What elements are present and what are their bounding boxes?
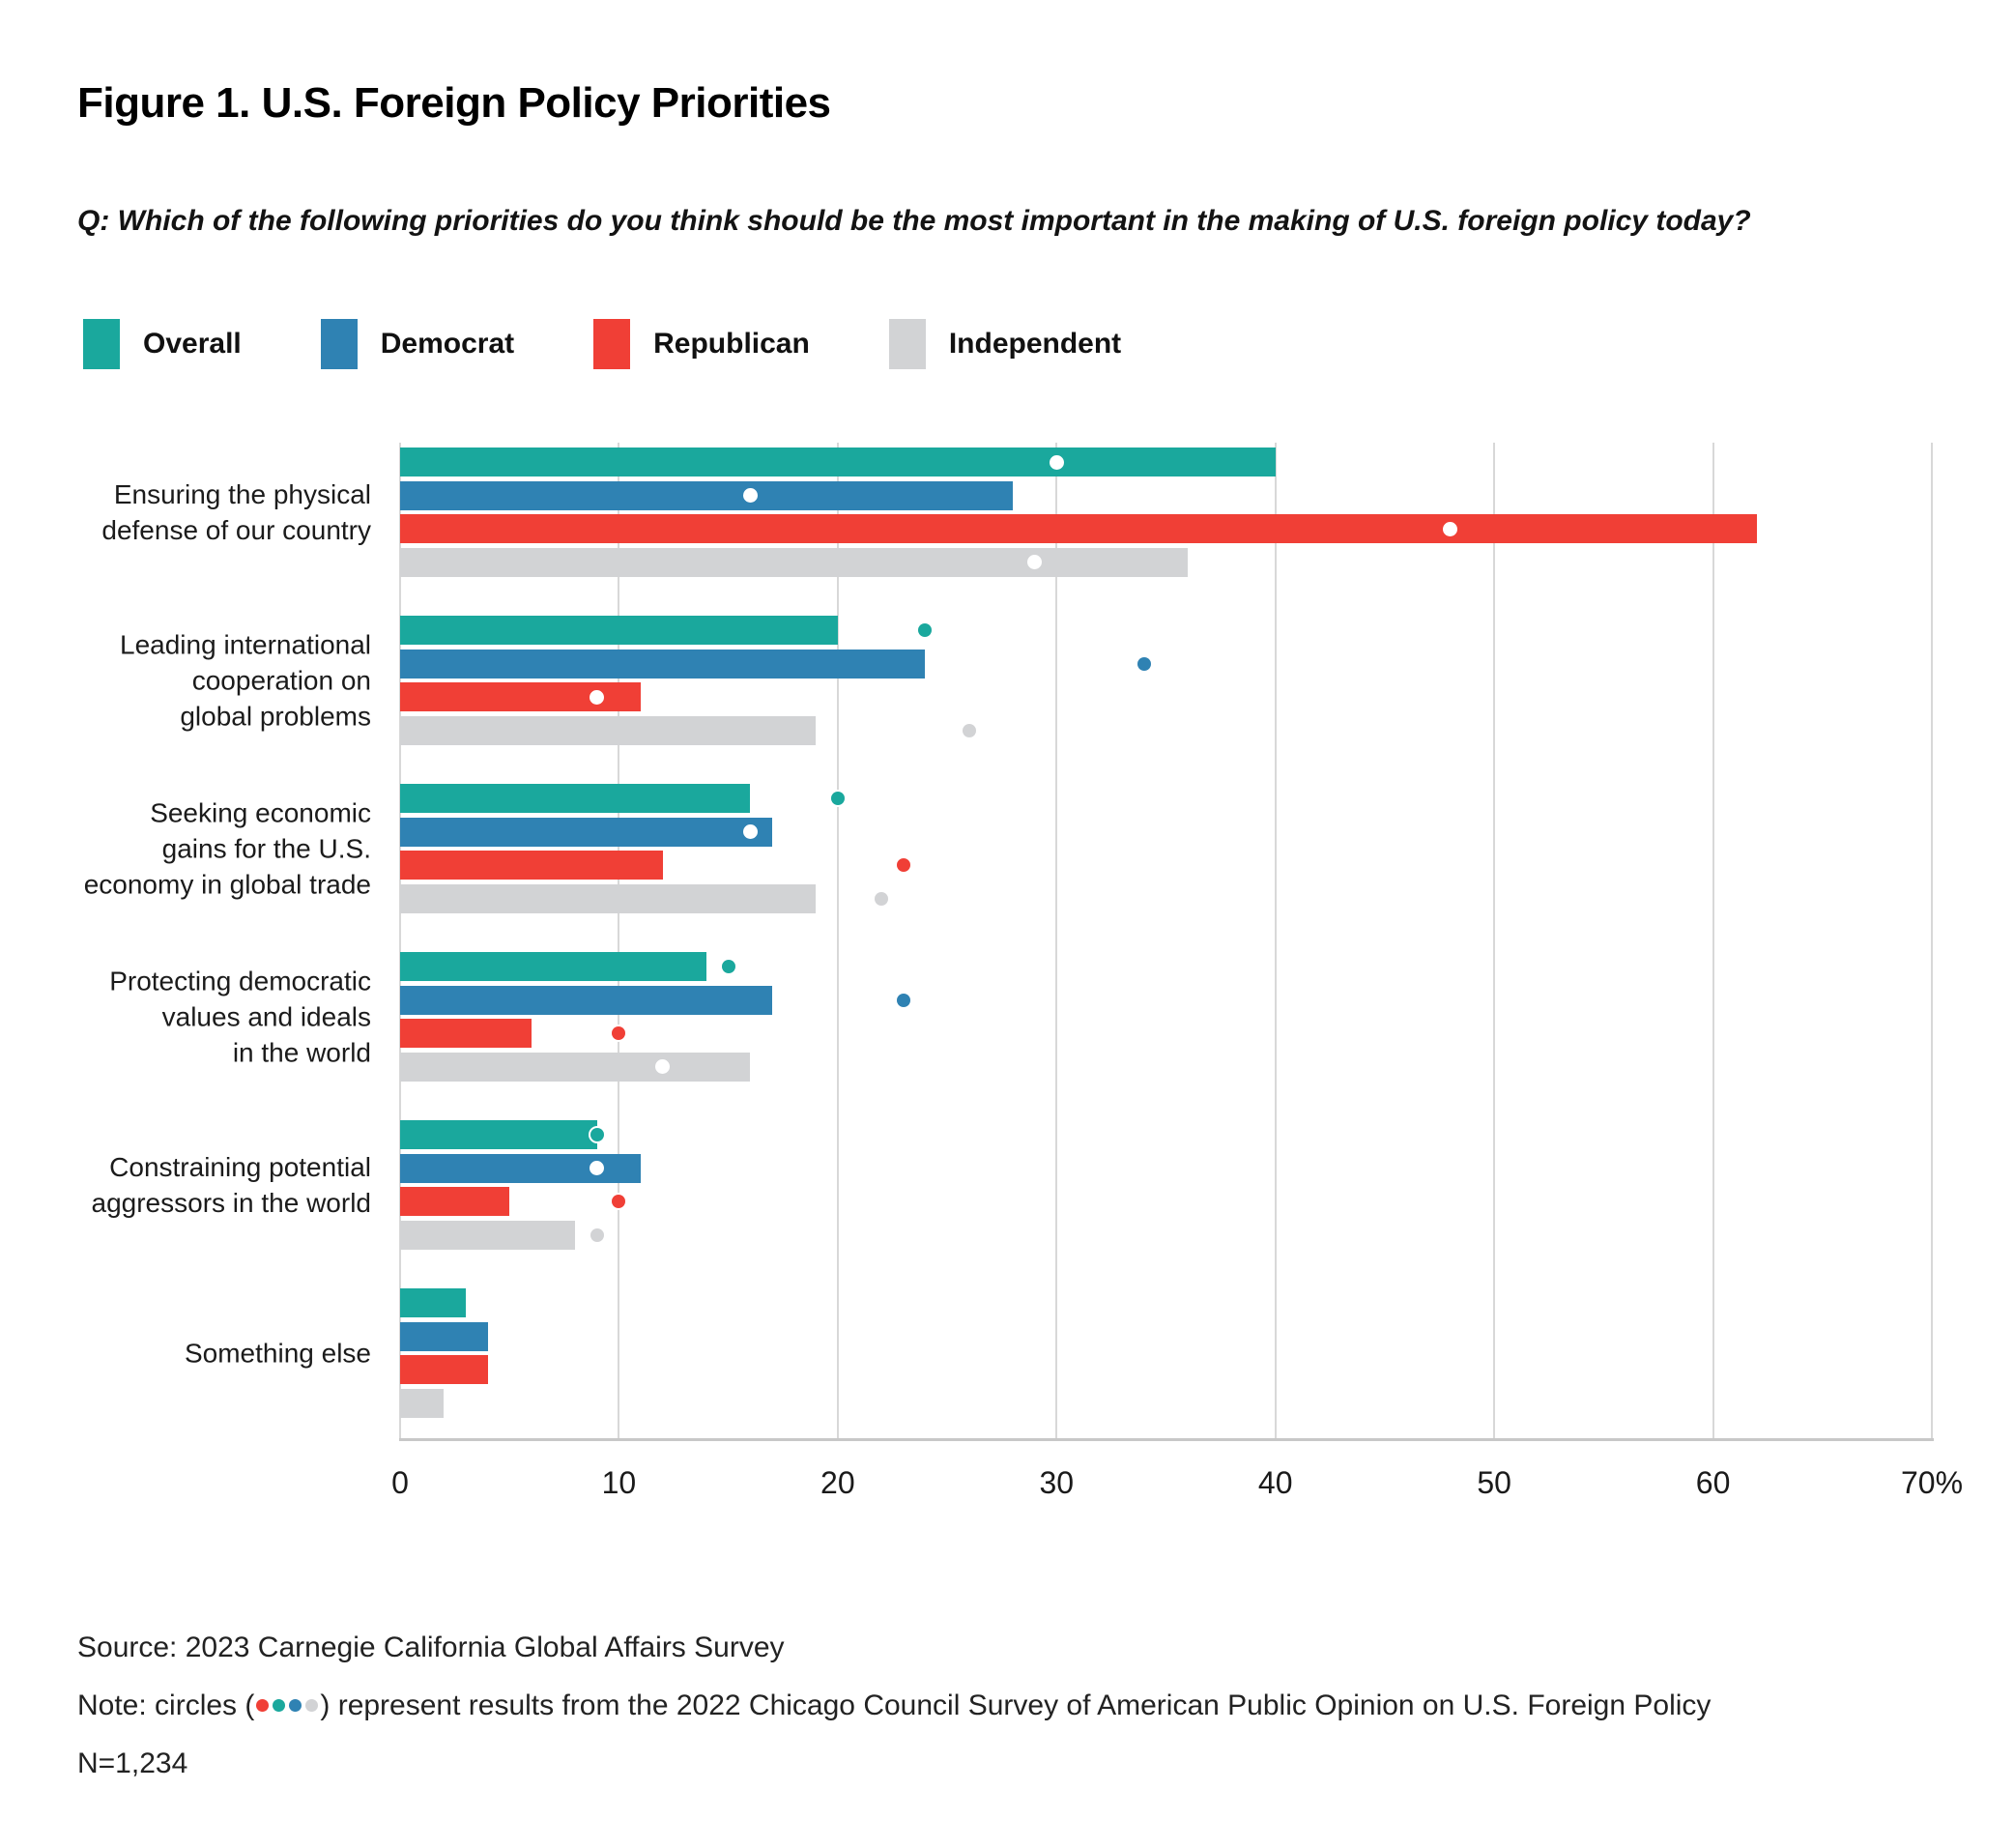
x-tick-label: 20 xyxy=(820,1465,855,1500)
bar-republican xyxy=(400,682,642,711)
dot-2022-independent xyxy=(655,1059,671,1074)
dot-2022-overall xyxy=(721,960,735,973)
source-note: Source: 2023 Carnegie California Global … xyxy=(77,1631,785,1663)
legend-swatch xyxy=(320,319,358,369)
figure-title: Figure 1. U.S. Foreign Policy Priorities xyxy=(77,79,831,127)
gridline xyxy=(836,443,839,1440)
bar-democrat xyxy=(400,1321,488,1351)
category-label: Ensuring the physical defense of our coun… xyxy=(101,478,371,545)
dot-2022-democrat xyxy=(1136,656,1151,671)
bar-overall xyxy=(400,616,838,645)
bar-independent xyxy=(400,715,817,745)
sample-size: N=1,234 xyxy=(77,1747,188,1779)
gridline xyxy=(1712,443,1714,1440)
dot-2022-overall xyxy=(1049,454,1064,470)
bar-independent xyxy=(400,1220,576,1250)
legend-label: Independent xyxy=(948,328,1122,360)
legend-label: Democrat xyxy=(380,328,515,360)
legend-item-independent: Independent xyxy=(888,319,1122,369)
note-dot xyxy=(273,1698,286,1712)
legend-item-democrat: Democrat xyxy=(320,319,515,369)
bar-overall xyxy=(400,784,751,813)
dot-2022-overall xyxy=(918,623,933,637)
dot-2022-republican xyxy=(896,858,910,872)
gridline xyxy=(399,443,401,1440)
bar-republican xyxy=(400,514,1757,543)
note-dot xyxy=(256,1698,270,1712)
gridline xyxy=(1493,443,1496,1440)
bar-democrat xyxy=(400,649,926,679)
bar-overall xyxy=(400,1120,597,1149)
dot-2022-independent xyxy=(1027,555,1043,569)
figure-footer: Source: 2023 Carnegie California Global … xyxy=(77,1631,1711,1805)
legend-label: Overall xyxy=(143,328,242,360)
bar-overall xyxy=(400,448,1276,476)
legend-label: Republican xyxy=(653,328,810,360)
gridline xyxy=(1931,443,1933,1440)
dot-2022-republican xyxy=(590,689,605,705)
bar-overall xyxy=(400,1288,466,1317)
x-axis-line xyxy=(399,1438,1934,1441)
note-dot xyxy=(289,1698,302,1712)
dot-2022-democrat xyxy=(896,993,910,1007)
note-dot-swatches xyxy=(254,1689,320,1721)
category-label: Constraining potential aggressors in the … xyxy=(91,1151,371,1218)
note-suffix: ) represent results from the 2022 Chicag… xyxy=(320,1689,1712,1721)
dot-2022-republican xyxy=(612,1195,626,1208)
bar-democrat xyxy=(400,985,772,1015)
dot-2022-independent xyxy=(590,1227,604,1242)
dot-2022-republican xyxy=(1443,521,1458,536)
dot-2022-overall xyxy=(830,792,845,805)
bar-independent xyxy=(400,547,1189,577)
bar-democrat xyxy=(400,1153,642,1183)
bar-independent xyxy=(400,1052,751,1082)
x-tick-label: 50 xyxy=(1477,1465,1511,1500)
dot-2022-democrat xyxy=(590,1161,605,1175)
gridline xyxy=(618,443,620,1440)
x-tick-label: 30 xyxy=(1039,1465,1075,1500)
bar-republican xyxy=(400,1187,510,1216)
bar-republican xyxy=(400,1355,488,1384)
gridline xyxy=(1274,443,1277,1440)
bar-independent xyxy=(400,883,817,913)
bar-democrat xyxy=(400,480,1013,510)
x-tick-label: 0 xyxy=(391,1465,409,1500)
bar-overall xyxy=(400,952,706,981)
legend-swatch xyxy=(888,319,926,369)
bar-republican xyxy=(400,1019,532,1048)
bar-republican xyxy=(400,851,663,880)
dot-2022-independent xyxy=(962,723,976,737)
x-tick-label: 70% xyxy=(1900,1465,1964,1500)
dot-2022-republican xyxy=(612,1026,626,1040)
x-tick-label: 40 xyxy=(1257,1465,1293,1500)
chart-legend: Overall Democrat Republican Independent xyxy=(83,319,1200,369)
x-tick-label: 60 xyxy=(1695,1465,1731,1500)
dot-2022-overall xyxy=(590,1128,604,1141)
legend-item-overall: Overall xyxy=(83,319,242,369)
bar-democrat xyxy=(400,817,772,847)
dot-2022-democrat xyxy=(742,488,758,503)
legend-swatch xyxy=(83,319,120,369)
figure-question: Q: Which of the following priorities do … xyxy=(77,205,1751,237)
methodology-note: Note: circles ( ) represent results from … xyxy=(77,1689,1711,1722)
gridline xyxy=(1055,443,1058,1440)
category-label: Seeking economic gains for the U.S. econom… xyxy=(83,797,371,900)
legend-swatch xyxy=(593,319,631,369)
dot-2022-independent xyxy=(875,891,889,906)
note-prefix: Note: circles ( xyxy=(77,1689,255,1721)
category-label: Protecting democratic values and ideals in… xyxy=(109,966,371,1068)
dot-2022-democrat xyxy=(742,824,758,839)
bar-independent xyxy=(400,1388,445,1418)
category-label: Something else xyxy=(184,1338,371,1369)
x-tick-label: 10 xyxy=(601,1465,637,1500)
category-label: Leading international cooperation on globa… xyxy=(120,629,371,732)
plot-area xyxy=(399,443,1933,1440)
legend-item-republican: Republican xyxy=(593,319,810,369)
note-dot xyxy=(305,1698,319,1712)
